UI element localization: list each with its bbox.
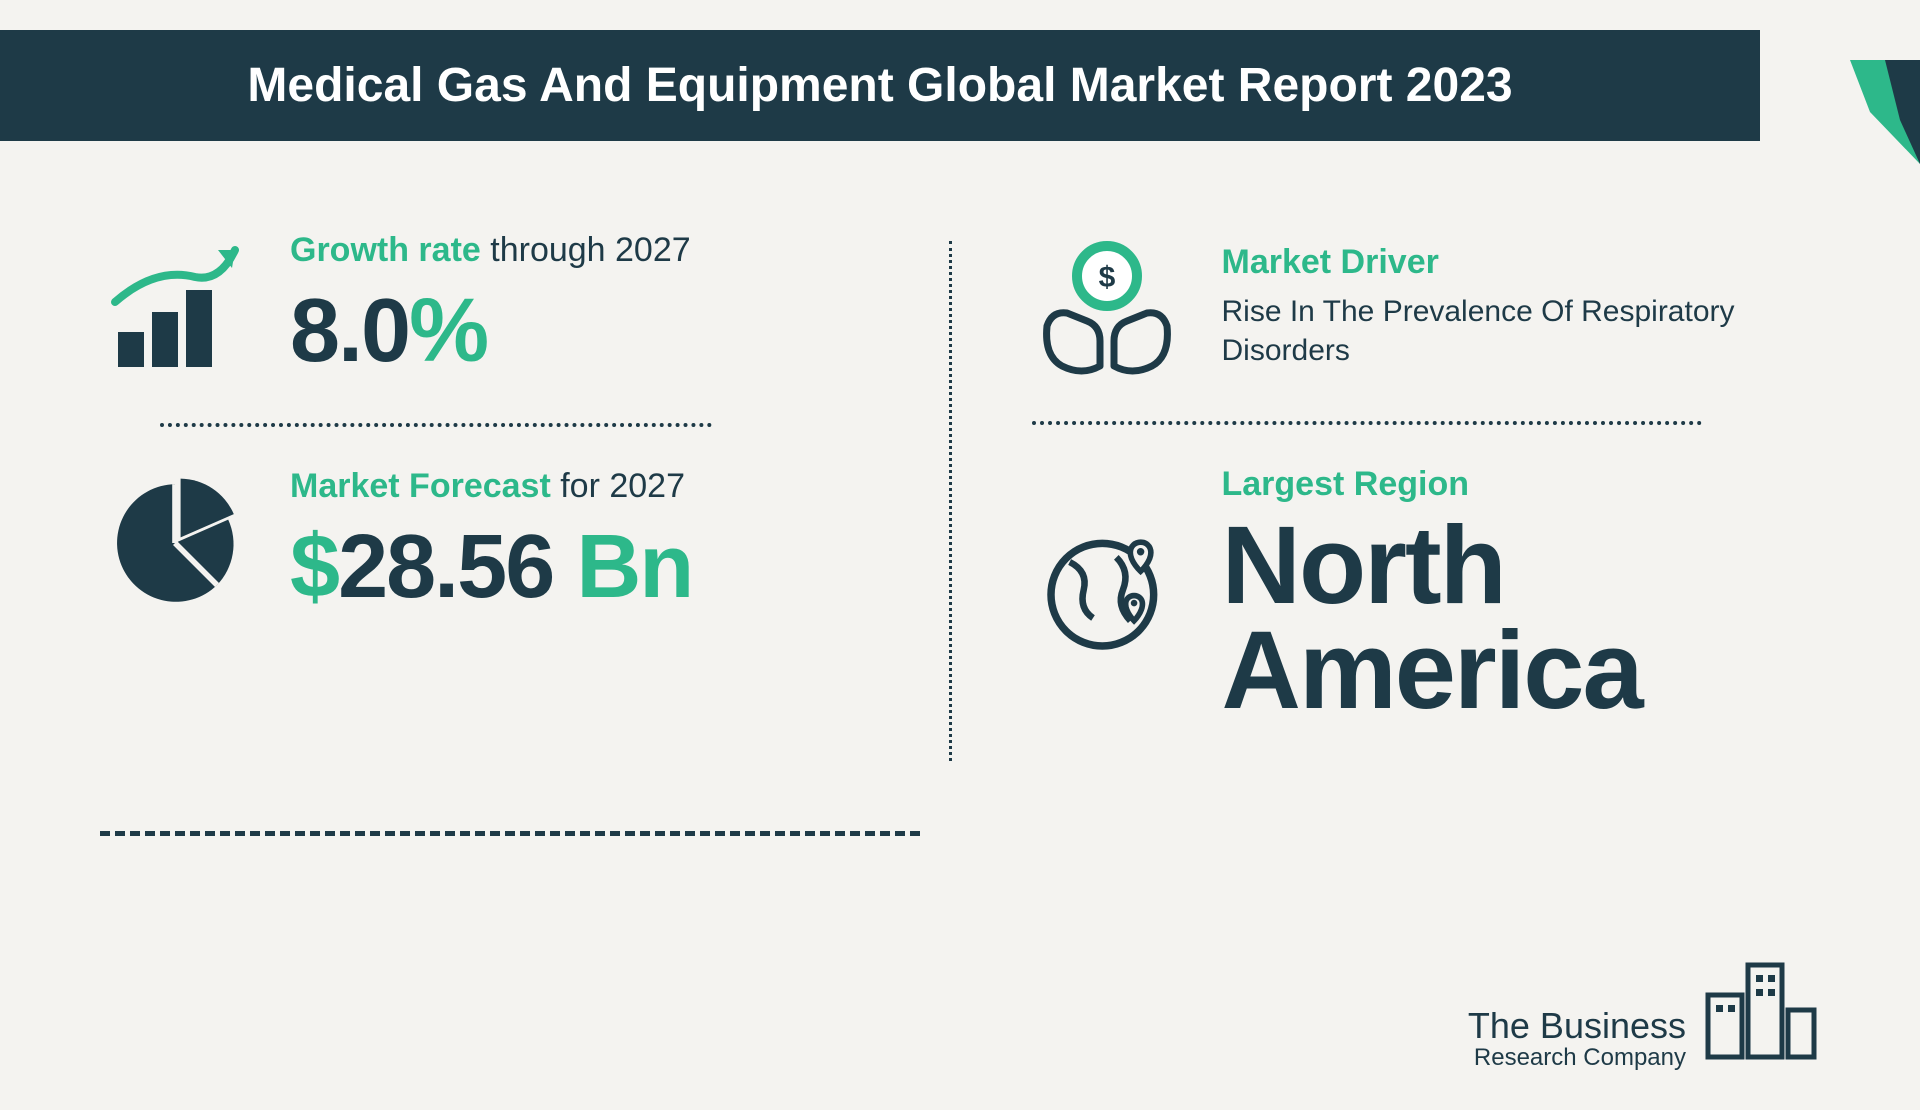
globe-pins-icon: [1032, 515, 1182, 665]
page-title: Medical Gas And Equipment Global Market …: [247, 59, 1512, 112]
forecast-label-accent: Market Forecast: [290, 467, 551, 505]
corner-accent: [1850, 60, 1920, 164]
forecast-block: Market Forecast for 2027 $28.56 Bn: [100, 437, 889, 649]
left-divider: [160, 423, 712, 427]
driver-label-text: Market Driver: [1222, 243, 1439, 281]
forecast-currency: $: [290, 517, 338, 617]
growth-label: Growth rate through 2027: [290, 231, 889, 270]
forecast-unit: Bn: [576, 517, 692, 617]
logo-text: The Business Research Company: [1468, 1007, 1686, 1070]
forecast-label-muted: for 2027: [560, 467, 685, 505]
logo-line1: The Business: [1468, 1007, 1686, 1045]
forecast-value: $28.56 Bn: [290, 516, 889, 619]
buildings-icon: [1700, 945, 1820, 1070]
logo-line2: Research Company: [1468, 1045, 1686, 1070]
growth-value: 8.0%: [290, 280, 889, 383]
driver-label: Market Driver: [1222, 243, 1821, 282]
growth-label-muted: through 2027: [490, 231, 690, 269]
forecast-number: 28.56: [338, 517, 553, 617]
growth-block: Growth rate through 2027 8.0%: [100, 201, 889, 413]
growth-label-accent: Growth rate: [290, 231, 481, 269]
growth-chart-icon: [100, 232, 250, 382]
title-bar: Medical Gas And Equipment Global Market …: [0, 30, 1760, 141]
region-block: Largest Region North America: [1032, 435, 1821, 753]
region-value: North America: [1222, 514, 1821, 723]
right-divider: [1032, 421, 1702, 425]
region-label: Largest Region: [1222, 465, 1821, 504]
driver-text: Rise In The Prevalence Of Respiratory Di…: [1222, 292, 1821, 370]
region-label-text: Largest Region: [1222, 465, 1469, 503]
driver-block: $ Market Driver Rise In The Prevalence O…: [1032, 201, 1821, 411]
growth-unit: %: [409, 281, 487, 381]
pie-chart-icon: [100, 468, 250, 618]
region-line2: America: [1222, 609, 1642, 732]
forecast-label: Market Forecast for 2027: [290, 467, 889, 506]
content-grid: Growth rate through 2027 8.0%: [0, 141, 1920, 801]
growth-number: 8.0: [290, 281, 409, 381]
left-column: Growth rate through 2027 8.0%: [100, 201, 949, 649]
company-logo: The Business Research Company: [1468, 945, 1820, 1070]
hands-coin-icon: $: [1032, 231, 1182, 381]
bottom-dash-line: [100, 831, 920, 836]
right-column: $ Market Driver Rise In The Prevalence O…: [952, 201, 1821, 753]
svg-text:$: $: [1098, 261, 1115, 294]
